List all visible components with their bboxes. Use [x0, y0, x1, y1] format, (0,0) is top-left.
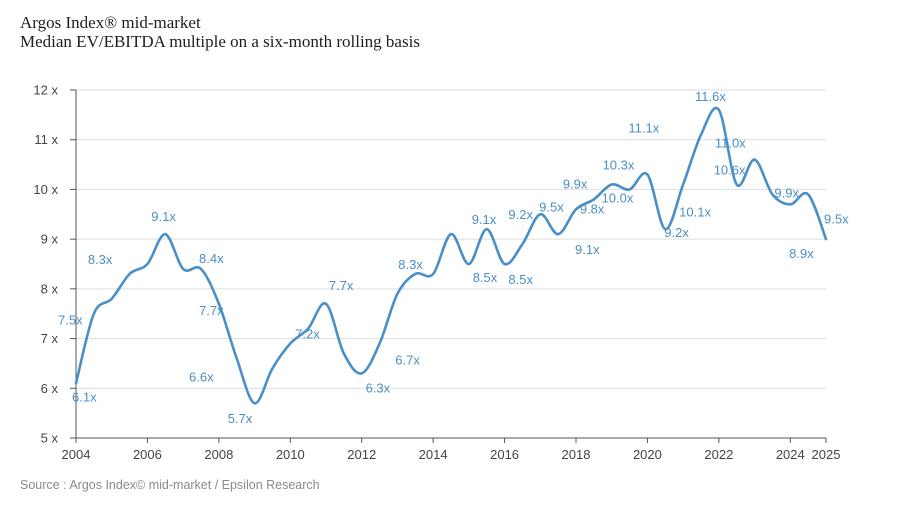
- x-tick-label: 2025: [812, 447, 841, 462]
- data-label: 6.6x: [189, 369, 214, 384]
- data-label: 11.6x: [695, 89, 726, 104]
- data-label: 9.2x: [664, 225, 689, 240]
- data-label: 8.5x: [508, 272, 533, 287]
- chart-subtitle: Median EV/EBITDA multiple on a six-month…: [20, 32, 420, 51]
- data-label: 6.7x: [395, 352, 420, 367]
- x-tick-label: 2016: [490, 447, 519, 462]
- data-label: 8.5x: [473, 270, 498, 285]
- data-label: 9.5x: [539, 199, 564, 214]
- data-label: 6.1x: [72, 389, 97, 404]
- data-label: 10.1x: [679, 204, 711, 219]
- y-tick-label: 9 x: [41, 232, 59, 247]
- source-note: Source : Argos Index© mid-market / Epsil…: [20, 478, 320, 492]
- data-label: 9.1x: [151, 209, 176, 224]
- data-label: 11.1x: [628, 121, 659, 136]
- data-label: 8.3x: [88, 252, 113, 267]
- y-tick-label: 7 x: [41, 331, 59, 346]
- data-label: 11.0x: [715, 136, 746, 151]
- x-tick-label: 2010: [276, 447, 305, 462]
- x-tick-label: 2014: [419, 447, 448, 462]
- data-label: 7.7x: [329, 278, 354, 293]
- data-label: 9.8x: [580, 201, 605, 216]
- x-tick-label: 2006: [133, 447, 162, 462]
- chart-header: Argos Index® mid-market Median EV/EBITDA…: [20, 13, 420, 51]
- y-tick-label: 11 x: [34, 132, 58, 147]
- x-tick-label: 2018: [562, 447, 591, 462]
- y-tick-label: 10 x: [33, 182, 58, 197]
- series-line: [74, 106, 828, 405]
- data-label: 9.1x: [472, 212, 497, 227]
- x-tick-label: 2012: [347, 447, 376, 462]
- x-tick-label: 2020: [633, 447, 662, 462]
- data-label: 9.1x: [575, 242, 600, 257]
- data-label: 9.9x: [774, 185, 799, 200]
- y-tick-label: 8 x: [41, 281, 59, 296]
- data-label: 10.3x: [603, 158, 635, 173]
- x-tick-label: 2004: [62, 447, 91, 462]
- data-label: 7.7x: [199, 303, 224, 318]
- data-label: 8.9x: [789, 246, 814, 261]
- data-label: 10.0x: [602, 190, 634, 205]
- data-label: 10.6x: [714, 163, 746, 178]
- y-tick-label: 5 x: [41, 431, 59, 446]
- data-label: 8.3x: [398, 257, 423, 272]
- y-tick-label: 12 x: [33, 83, 58, 98]
- x-tick-label: 2022: [704, 447, 733, 462]
- data-label: 9.9x: [563, 176, 588, 191]
- y-tick-label: 6 x: [41, 381, 59, 396]
- chart-title: Argos Index® mid-market: [20, 13, 201, 32]
- data-label: 9.5x: [824, 211, 849, 226]
- data-label: 6.3x: [366, 380, 391, 395]
- data-label: 7.2x: [295, 327, 320, 342]
- x-tick-label: 2024: [776, 447, 805, 462]
- line-chart: 5 x 6 x 7 x 8 x 9 x 10 x 11 x 12 x 2004 2006 2008 2…: [33, 83, 849, 463]
- x-tick-label: 2008: [204, 447, 233, 462]
- data-label: 8.4x: [199, 251, 224, 266]
- data-label: 7.5x: [58, 313, 83, 328]
- data-label: 9.2x: [508, 207, 533, 222]
- data-label: 5.7x: [228, 411, 253, 426]
